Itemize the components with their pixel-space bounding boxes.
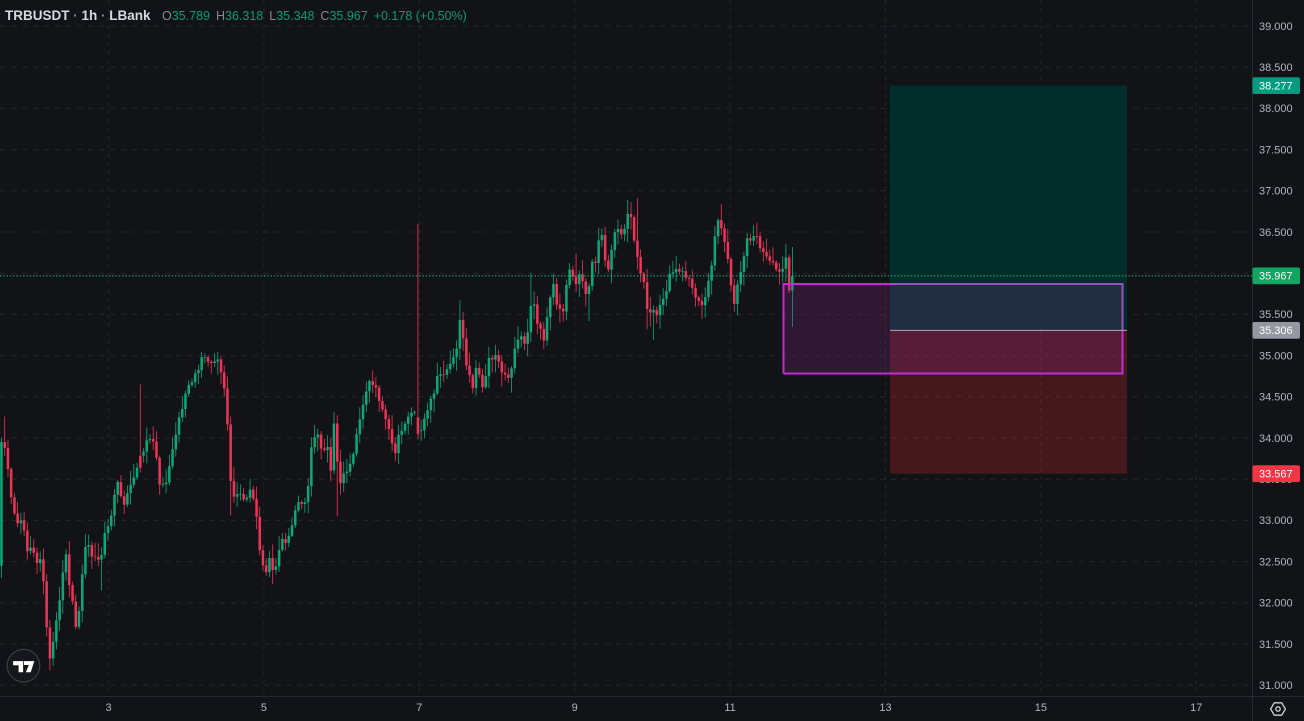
svg-text:5: 5 [261, 702, 267, 714]
svg-text:35.500: 35.500 [1259, 309, 1293, 321]
svg-text:3: 3 [105, 702, 111, 714]
svg-text:13: 13 [879, 702, 891, 714]
svg-text:37.500: 37.500 [1259, 144, 1293, 156]
svg-text:11: 11 [724, 702, 735, 714]
svg-text:38.277: 38.277 [1259, 80, 1293, 92]
svg-text:33.000: 33.000 [1259, 515, 1293, 527]
svg-text:34.500: 34.500 [1259, 392, 1293, 404]
svg-text:34.000: 34.000 [1259, 433, 1293, 445]
svg-text:38.000: 38.000 [1259, 103, 1293, 115]
svg-text:35.000: 35.000 [1259, 350, 1293, 362]
svg-text:32.500: 32.500 [1259, 556, 1293, 568]
svg-text:36.500: 36.500 [1259, 227, 1293, 239]
svg-text:37.000: 37.000 [1259, 186, 1293, 198]
svg-text:17: 17 [1190, 702, 1202, 714]
svg-text:33.567: 33.567 [1259, 469, 1293, 481]
svg-text:31.000: 31.000 [1259, 680, 1293, 692]
svg-text:35.967: 35.967 [1259, 271, 1293, 283]
svg-text:9: 9 [572, 702, 578, 714]
svg-text:7: 7 [416, 702, 422, 714]
svg-text:31.500: 31.500 [1259, 639, 1293, 651]
svg-text:32.000: 32.000 [1259, 598, 1293, 610]
svg-text:39.000: 39.000 [1259, 21, 1293, 33]
svg-text:TRBUSDT · 1h · LBank: TRBUSDT · 1h · LBank [5, 8, 151, 23]
svg-text:35.306: 35.306 [1259, 325, 1293, 337]
svg-text:38.500: 38.500 [1259, 62, 1293, 74]
svg-text:15: 15 [1035, 702, 1047, 714]
